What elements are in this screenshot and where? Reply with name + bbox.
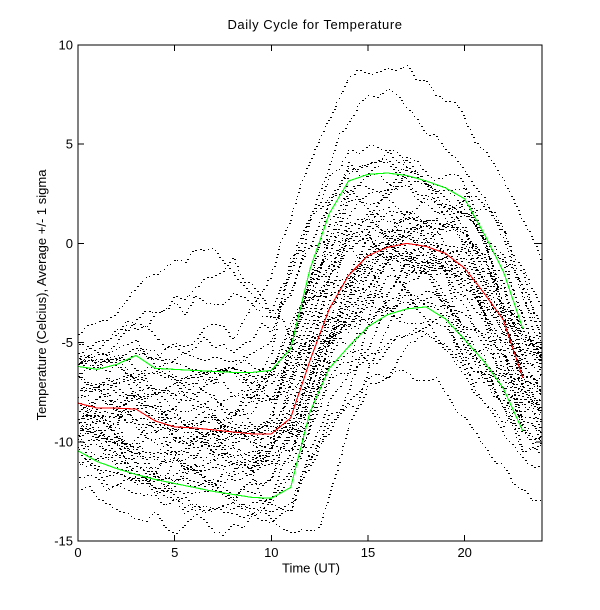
svg-text:-10: -10 — [54, 434, 73, 449]
svg-text:0: 0 — [66, 236, 73, 251]
svg-text:-5: -5 — [61, 335, 73, 350]
svg-text:Temperature (Celcius), Average: Temperature (Celcius), Average +/- 1 sig… — [34, 169, 49, 421]
svg-text:0: 0 — [74, 545, 81, 560]
svg-text:20: 20 — [457, 545, 471, 560]
svg-text:5: 5 — [66, 137, 73, 152]
svg-text:-15: -15 — [54, 534, 73, 549]
svg-text:10: 10 — [264, 545, 278, 560]
svg-text:Daily Cycle for Temperature: Daily Cycle for Temperature — [227, 17, 402, 32]
svg-text:Time (UT): Time (UT) — [282, 561, 340, 576]
svg-text:10: 10 — [59, 38, 73, 53]
svg-text:5: 5 — [171, 545, 178, 560]
svg-text:15: 15 — [361, 545, 375, 560]
